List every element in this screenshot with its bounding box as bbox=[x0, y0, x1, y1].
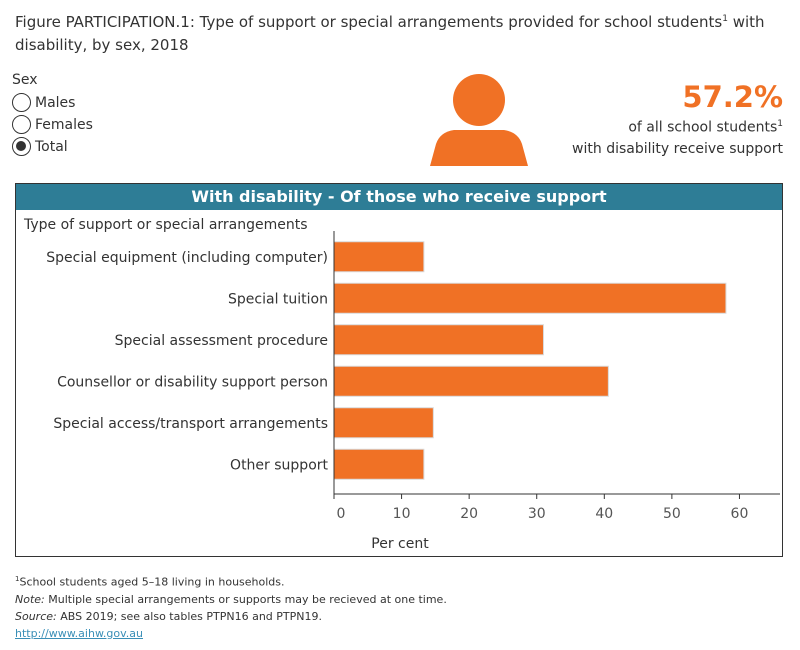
x-tick-label: 60 bbox=[731, 506, 749, 522]
source-text: ABS 2019; see also tables PTPN16 and PTP… bbox=[56, 609, 322, 623]
footnote-marker: 1 bbox=[777, 119, 783, 129]
bar bbox=[333, 448, 425, 480]
note: Note: Multiple special arrangements or s… bbox=[15, 591, 447, 608]
footnote-marker: 1 bbox=[15, 575, 20, 583]
category-label: Special assessment procedure bbox=[115, 333, 328, 349]
footnote-marker: 1 bbox=[722, 14, 728, 24]
aihw-link[interactable]: http://www.aihw.gov.au bbox=[15, 626, 144, 640]
radio-males[interactable]: Males bbox=[12, 93, 75, 112]
footer: 1School students aged 5–18 living in hou… bbox=[15, 571, 447, 642]
bar bbox=[333, 241, 425, 273]
category-label: Counsellor or disability support person bbox=[57, 374, 328, 390]
bar bbox=[333, 407, 434, 439]
x-axis-title: Per cent bbox=[371, 536, 429, 552]
bar bbox=[333, 324, 544, 356]
radio-label: Total bbox=[35, 138, 68, 155]
figure-title: Figure PARTICIPATION.1: Type of support … bbox=[15, 8, 795, 57]
radio-label: Males bbox=[35, 94, 76, 111]
radio-circle[interactable] bbox=[12, 115, 31, 134]
radio-females[interactable]: Females bbox=[12, 115, 93, 134]
note-label: Note: bbox=[15, 592, 45, 606]
category-label: Other support bbox=[230, 457, 328, 473]
x-tick-label: 0 bbox=[337, 506, 346, 522]
category-label: Special access/transport arrangements bbox=[53, 416, 328, 432]
radio-circle[interactable] bbox=[12, 93, 31, 112]
category-label: Special equipment (including computer) bbox=[46, 250, 328, 266]
radio-total[interactable]: Total bbox=[12, 137, 68, 156]
bar-chart: Special equipment (including computer) Sp… bbox=[46, 231, 780, 552]
x-tick-label: 50 bbox=[663, 506, 681, 522]
kpi-caption-2: with disability receive support bbox=[572, 141, 783, 157]
radio-circle-selected[interactable] bbox=[12, 137, 31, 156]
source: Source: ABS 2019; see also tables PTPN16… bbox=[15, 608, 447, 625]
x-tick-label: 10 bbox=[393, 506, 411, 522]
panel-header: With disability - Of those who receive s… bbox=[16, 184, 782, 210]
radio-label: Females bbox=[35, 116, 93, 133]
kpi-line1: of all school students bbox=[628, 119, 778, 136]
kpi-value: 57.2% bbox=[682, 80, 783, 114]
footnote-text: School students aged 5–18 living in hous… bbox=[19, 575, 285, 589]
kpi-caption-1: of all school students1 bbox=[628, 119, 783, 136]
x-tick-label: 20 bbox=[460, 506, 478, 522]
footnote-1: 1School students aged 5–18 living in hou… bbox=[15, 571, 447, 591]
sex-filter-label: Sex bbox=[12, 72, 38, 88]
y-axis-title: Type of support or special arrangements bbox=[24, 217, 308, 233]
bar bbox=[333, 282, 727, 314]
title-rest: with disability, by sex, 2018 bbox=[15, 13, 765, 54]
x-tick-label: 30 bbox=[528, 506, 546, 522]
note-text: Multiple special arrangements or support… bbox=[44, 592, 447, 606]
source-label: Source: bbox=[15, 609, 57, 623]
title-text: Figure PARTICIPATION.1: Type of support … bbox=[15, 13, 723, 31]
x-tick-label: 40 bbox=[595, 506, 613, 522]
category-label: Special tuition bbox=[228, 291, 328, 307]
bar bbox=[333, 365, 609, 397]
person-icon bbox=[430, 74, 528, 166]
chart-panel: With disability - Of those who receive s… bbox=[15, 183, 783, 557]
